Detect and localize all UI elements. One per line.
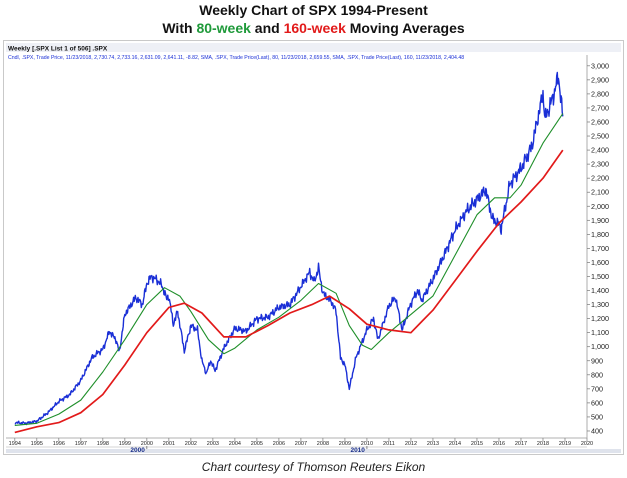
series-price-line <box>14 71 564 426</box>
x-tick-label: 2016 <box>493 441 505 447</box>
y-tick-label: 3,000 <box>591 61 609 70</box>
chart-subtitle: With 80-week and 160-week Moving Average… <box>0 20 627 37</box>
y-tick-label: 2,500 <box>591 132 609 141</box>
x-tick-label: 2011 <box>383 441 395 447</box>
x-tick-label: 2013 <box>427 441 439 447</box>
x-tick-label: 2006 <box>273 441 285 447</box>
x-tick-label: 2002 <box>185 441 197 447</box>
x-tick-label: 2003 <box>207 441 219 447</box>
chart-caption: Chart courtesy of Thomson Reuters Eikon <box>201 460 426 474</box>
x-tick-label: 1998 <box>97 441 109 447</box>
chart-title: Weekly Chart of SPX 1994-Present <box>199 2 428 18</box>
y-tick-label: 800 <box>591 370 603 379</box>
y-tick-label: 2,000 <box>591 202 609 211</box>
subtitle-mid: and <box>250 20 284 36</box>
x-tick-label: 2000 <box>141 441 153 447</box>
subtitle-ma160: 160-week <box>283 20 346 36</box>
y-tick-label: 2,400 <box>591 146 609 155</box>
y-tick-label: 1,800 <box>591 230 609 239</box>
x-tick-label: 2004 <box>229 441 241 447</box>
x-tick-label: 2015 <box>471 441 483 447</box>
x-tick-label: 1994 <box>9 441 21 447</box>
horizontal-scrollbar[interactable] <box>6 449 621 453</box>
y-tick-label: 1,100 <box>591 328 609 337</box>
x-axis: 1994 1995 1996 1997 1998 1999 2000 2001 2002 2003… <box>9 438 593 447</box>
y-tick-label: 1,000 <box>591 342 609 351</box>
x-tick-label: 2012 <box>405 441 417 447</box>
y-tick-label: 600 <box>591 398 603 407</box>
x-tick-label: 1996 <box>53 441 65 447</box>
x-tick-label: 2010 <box>361 441 373 447</box>
decade-axis: 199020002010 <box>6 446 587 454</box>
chart-svg: Weekly [.SPX List 1 of 506] .SPX Cndl, .… <box>6 43 621 454</box>
y-tick-label: 2,900 <box>591 75 609 84</box>
x-tick-label: 2008 <box>317 441 329 447</box>
x-tick-label: 2005 <box>251 441 263 447</box>
panel-legend: Cndl, .SPX, Trade Price, 11/23/2018, 2,7… <box>8 55 464 61</box>
series-sma80-line <box>14 113 564 426</box>
y-tick-label: 1,400 <box>591 286 609 295</box>
x-tick-label: 2020 <box>581 441 593 447</box>
y-tick-label: 400 <box>591 426 603 435</box>
y-tick-label: 700 <box>591 384 603 393</box>
y-tick-label: 1,500 <box>591 272 609 281</box>
x-tick-label: 1997 <box>75 441 87 447</box>
x-tick-label: 2001 <box>163 441 175 447</box>
panel-header: Weekly [.SPX List 1 of 506] .SPX <box>8 46 108 53</box>
x-tick-label: 2007 <box>295 441 307 447</box>
panel-header-bar <box>6 43 621 52</box>
decade-label: 2000 <box>130 447 145 454</box>
x-tick-label: 1995 <box>31 441 43 447</box>
y-tick-label: 1,300 <box>591 300 609 309</box>
x-tick-label: 2018 <box>537 441 549 447</box>
y-tick-label: 2,300 <box>591 160 609 169</box>
x-tick-label: 2009 <box>339 441 351 447</box>
y-axis: 400 500 600 700 800 900 1,000 1,100 1,200 1,300 1,… <box>587 61 609 435</box>
y-tick-label: 1,900 <box>591 216 609 225</box>
subtitle-ma80: 80-week <box>196 20 251 36</box>
y-tick-label: 2,100 <box>591 188 609 197</box>
y-tick-label: 2,600 <box>591 117 609 126</box>
y-tick-label: 500 <box>591 412 603 421</box>
series-sma160-line <box>14 149 564 434</box>
y-tick-label: 1,200 <box>591 314 609 323</box>
x-tick-label: 1999 <box>119 441 131 447</box>
x-tick-label: 2014 <box>449 441 461 447</box>
y-tick-label: 2,800 <box>591 89 609 98</box>
y-tick-label: 2,200 <box>591 174 609 183</box>
y-tick-label: 2,700 <box>591 103 609 112</box>
y-tick-label: 1,600 <box>591 258 609 267</box>
x-tick-label: 2019 <box>559 441 571 447</box>
plot-area <box>14 71 564 434</box>
y-tick-label: 1,700 <box>591 244 609 253</box>
chart-panel: Weekly [.SPX List 1 of 506] .SPX Cndl, .… <box>3 40 624 455</box>
x-tick-label: 2017 <box>515 441 527 447</box>
subtitle-suffix: Moving Averages <box>345 20 465 36</box>
y-tick-label: 900 <box>591 356 603 365</box>
decade-label: 2010 <box>350 447 365 454</box>
subtitle-prefix: With <box>162 20 197 36</box>
